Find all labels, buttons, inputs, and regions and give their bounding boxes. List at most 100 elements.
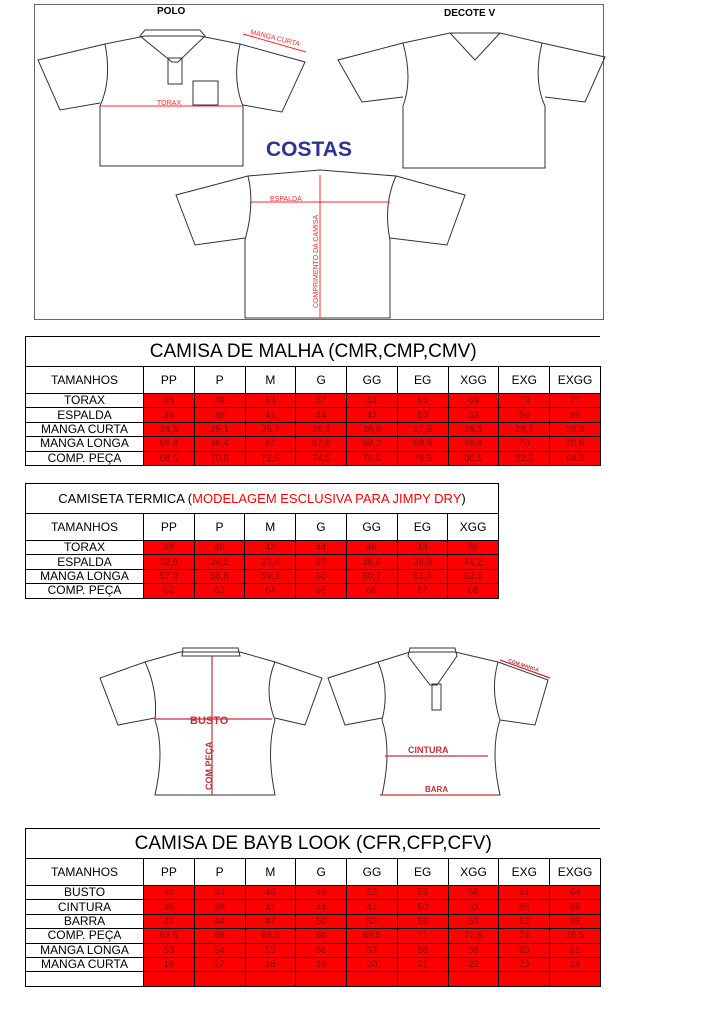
table-row: TORAX 38 40 42 44 46 48 50 — [25, 539, 499, 556]
table-row: COMP. PEÇA 68,5 70,5 72,5 74,5 76,5 78,5 80,5 82… — [25, 450, 601, 466]
header-size: G — [295, 858, 348, 886]
size-value-cell: 72,5 — [447, 928, 500, 944]
size-value-cell: 26,9 — [346, 421, 398, 438]
size-value-cell: 38 — [143, 539, 195, 556]
size-value-cell: 26,3 — [295, 421, 348, 438]
table-row: CINTURA 35 38 41 44 47 50 53 56 59 — [25, 899, 601, 915]
size-value-cell: 68,2 — [346, 436, 398, 452]
size-value-cell: 84,5 — [549, 450, 601, 466]
size-value-cell: 50 — [295, 913, 348, 930]
size-value-cell: 61 — [498, 884, 551, 901]
back-shirt — [244, 169, 397, 319]
size-value-cell: 66,4 — [193, 436, 246, 452]
size-value-cell: 64 — [549, 884, 601, 901]
size-value-cell — [244, 971, 297, 987]
size-value-cell: 53 — [346, 913, 398, 930]
size-value-cell: 64 — [244, 583, 297, 599]
size-value-cell: 45 — [143, 392, 195, 409]
size-value-cell: 52 — [346, 884, 398, 901]
size-value-cell: 63 — [193, 583, 246, 599]
baby-look-diagrams: BUSTO COM.PEÇA CINTURA BARA COM.MANGA — [99, 647, 551, 796]
size-value-cell: 44 — [295, 899, 348, 915]
polo-label: POLO — [157, 6, 186, 17]
size-value-cell: 19 — [295, 956, 348, 973]
header-size: P — [193, 513, 246, 541]
size-value-cell: 40 — [193, 539, 246, 556]
table-row: COMP. PEÇA 62 63 64 65 66 67 68 — [25, 583, 499, 599]
size-value-cell: 70,5 — [193, 450, 246, 466]
size-value-cell: 62 — [498, 913, 551, 930]
size-value-cell: 50 — [396, 407, 449, 423]
size-value-cell: 76,5 — [346, 450, 398, 466]
size-value-cell: 57 — [295, 392, 348, 409]
top-diagram-frame — [34, 4, 604, 320]
size-value-cell: 49 — [193, 392, 246, 409]
table-row: MANGA LONGA 53 54 55 56 57 58 59 60 61 — [25, 942, 601, 958]
size-value-cell: 39,8 — [396, 554, 449, 570]
size-value-cell: 38 — [193, 899, 246, 915]
baby-look-back — [144, 651, 276, 796]
size-value-cell: 48 — [396, 539, 449, 556]
size-value-cell: 71 — [396, 928, 449, 944]
size-value-cell: 20 — [346, 956, 398, 973]
size-value-cell: 68 — [295, 928, 348, 944]
size-value-cell: 29,3 — [549, 421, 601, 438]
size-value-cell: 60,7 — [345, 568, 398, 585]
size-value-cell: 17 — [193, 956, 246, 973]
table-row: BUSTO 40 43 46 49 52 55 58 61 64 — [25, 884, 601, 901]
size-value-cell — [346, 971, 398, 987]
header-size: GG — [346, 858, 398, 886]
size-value-cell: 68,8 — [396, 436, 449, 452]
header-size: M — [244, 513, 297, 541]
header-row: TAMANHOS PP P M G GG EG XGG EXG EXGG — [25, 858, 601, 886]
size-value-cell: 75,5 — [549, 928, 601, 944]
size-value-cell: 67 — [396, 583, 449, 599]
size-value-cell: 22 — [447, 956, 500, 973]
size-value-cell: 56 — [498, 407, 551, 423]
table-row: ESPALDA 32,8 34,2 35,6 37 38,4 39,8 41,2 — [25, 554, 499, 570]
size-value-cell: 59 — [549, 407, 601, 423]
title-text: CAMISA DE MALHA (CMR,CMP,CMV) — [149, 340, 477, 362]
size-value-cell: 47 — [346, 407, 398, 423]
size-value-cell: 65 — [396, 392, 449, 409]
header-size: GG — [346, 366, 398, 394]
size-value-cell: 56 — [498, 899, 551, 915]
size-value-cell: 70,6 — [549, 436, 601, 452]
header-tamanhos: TAMANHOS — [25, 513, 144, 541]
table-row: MANGA CURTA 16 17 18 19 20 21 22 23 24 — [25, 956, 601, 973]
size-value-cell: 61 — [346, 392, 398, 409]
size-value-cell: 49 — [295, 884, 348, 901]
size-value-cell: 57 — [346, 942, 398, 958]
camiseta-termica-table: CAMISETA TERMICA (MODELAGEM ESCLUSIVA PA… — [25, 483, 499, 599]
size-value-cell: 59 — [447, 942, 500, 958]
camisa-baby-look-table: CAMISA DE BAYB LOOK (CFR,CFP,CFV) TAMANHO… — [25, 828, 601, 987]
row-label: BARRA — [25, 913, 144, 930]
size-value-cell: 66,5 — [244, 928, 297, 944]
size-value-cell: 58,6 — [193, 568, 246, 585]
size-value-cell: 47 — [244, 913, 297, 930]
size-value-cell: 61,4 — [396, 568, 449, 585]
row-label: ESPALDA — [25, 554, 144, 570]
size-value-cell: 41 — [143, 913, 195, 930]
header-row: TAMANHOS PP P M G GG EG XGG EXG EXGG — [25, 366, 601, 394]
row-label: MANGA CURTA — [25, 956, 144, 973]
size-value-cell: 62 — [143, 583, 195, 599]
torax-label: TORAX — [157, 100, 181, 107]
size-value-cell: 67 — [244, 436, 297, 452]
size-value-cell: 38 — [193, 407, 246, 423]
bara-label: BARA — [425, 785, 448, 794]
size-value-cell — [295, 971, 348, 987]
decote-v-label: DECOTE V — [444, 8, 495, 19]
table-title: CAMISETA TERMICA (MODELAGEM ESCLUSIVA PA… — [25, 483, 499, 514]
size-value-cell: 62,1 — [447, 568, 499, 585]
title-end: ) — [461, 491, 466, 506]
header-size: GG — [345, 513, 398, 541]
size-value-cell: 41,2 — [447, 554, 499, 570]
size-value-cell: 35 — [143, 407, 195, 423]
table-row: BARRA 41 44 47 50 53 56 59 62 65 — [25, 913, 601, 930]
size-value-cell: 68 — [447, 583, 499, 599]
size-value-cell: 55 — [396, 884, 449, 901]
title-highlight: MODELAGEM ESCLUSIVA PARA JIMPY DRY — [192, 491, 462, 506]
size-value-cell: 69,5 — [346, 928, 398, 944]
size-value-cell: 82,5 — [498, 450, 551, 466]
